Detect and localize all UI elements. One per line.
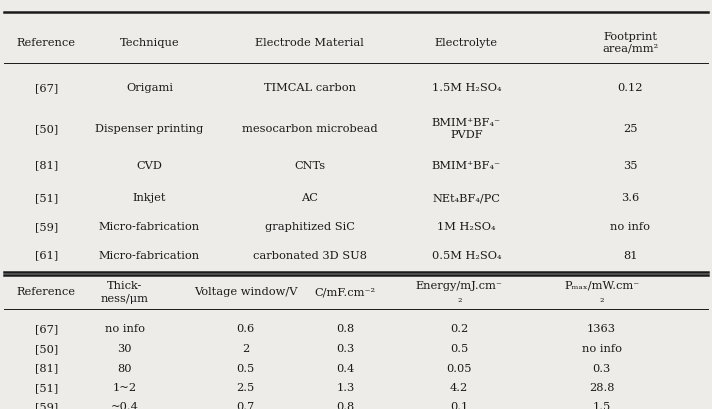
Text: 81: 81 bbox=[623, 251, 637, 261]
Text: AC: AC bbox=[301, 193, 318, 203]
Text: NEt₄BF₄/PC: NEt₄BF₄/PC bbox=[432, 193, 501, 203]
Text: 1M H₂SO₄: 1M H₂SO₄ bbox=[437, 222, 496, 232]
Text: [67]: [67] bbox=[35, 83, 58, 93]
Text: [59]: [59] bbox=[35, 222, 58, 232]
Text: 3.6: 3.6 bbox=[621, 193, 639, 203]
Text: carbonated 3D SU8: carbonated 3D SU8 bbox=[253, 251, 367, 261]
Text: 1.5: 1.5 bbox=[592, 402, 611, 409]
Text: 1.3: 1.3 bbox=[336, 383, 355, 393]
Text: BMIM⁺BF₄⁻: BMIM⁺BF₄⁻ bbox=[432, 161, 501, 171]
Text: 30: 30 bbox=[117, 344, 132, 354]
Text: 35: 35 bbox=[623, 161, 637, 171]
Text: Electrode Material: Electrode Material bbox=[256, 38, 364, 48]
Text: 2: 2 bbox=[242, 344, 249, 354]
Text: 0.4: 0.4 bbox=[336, 364, 355, 373]
Text: CNTs: CNTs bbox=[294, 161, 325, 171]
Text: [61]: [61] bbox=[35, 251, 58, 261]
Text: CVD: CVD bbox=[137, 161, 162, 171]
Text: Voltage window/V: Voltage window/V bbox=[194, 288, 298, 297]
Text: Dispenser printing: Dispenser printing bbox=[95, 124, 204, 134]
Text: 2.5: 2.5 bbox=[236, 383, 255, 393]
Text: Micro-fabrication: Micro-fabrication bbox=[99, 222, 200, 232]
Text: Technique: Technique bbox=[120, 38, 179, 48]
Text: 80: 80 bbox=[117, 364, 132, 373]
Text: 0.5: 0.5 bbox=[236, 364, 255, 373]
Text: 0.05: 0.05 bbox=[446, 364, 472, 373]
Text: no info: no info bbox=[105, 324, 145, 334]
Text: [59]: [59] bbox=[35, 402, 58, 409]
Text: Inkjet: Inkjet bbox=[132, 193, 167, 203]
Text: [81]: [81] bbox=[35, 364, 58, 373]
Text: ness/μm: ness/μm bbox=[100, 294, 149, 304]
Text: Energy/mJ.cm⁻: Energy/mJ.cm⁻ bbox=[416, 281, 503, 291]
Text: 1363: 1363 bbox=[587, 324, 616, 334]
Text: C/mF.cm⁻²: C/mF.cm⁻² bbox=[315, 288, 376, 297]
Text: no info: no info bbox=[610, 222, 650, 232]
Text: mesocarbon microbead: mesocarbon microbead bbox=[242, 124, 377, 134]
Text: 0.1: 0.1 bbox=[450, 402, 468, 409]
Text: 4.2: 4.2 bbox=[450, 383, 468, 393]
Text: 0.8: 0.8 bbox=[336, 402, 355, 409]
Text: 0.7: 0.7 bbox=[236, 402, 255, 409]
Text: TIMCAL carbon: TIMCAL carbon bbox=[263, 83, 356, 93]
Text: Footprint
area/mm²: Footprint area/mm² bbox=[602, 32, 659, 54]
Text: [67]: [67] bbox=[35, 324, 58, 334]
Text: [81]: [81] bbox=[35, 161, 58, 171]
Text: BMIM⁺BF₄⁻
PVDF: BMIM⁺BF₄⁻ PVDF bbox=[432, 118, 501, 139]
Text: 0.5: 0.5 bbox=[450, 344, 468, 354]
Text: [50]: [50] bbox=[35, 124, 58, 134]
Text: 0.6: 0.6 bbox=[236, 324, 255, 334]
Text: Electrolyte: Electrolyte bbox=[435, 38, 498, 48]
Text: ₂: ₂ bbox=[600, 294, 604, 304]
Text: 0.5M H₂SO₄: 0.5M H₂SO₄ bbox=[431, 251, 501, 261]
Text: 1~2: 1~2 bbox=[112, 383, 137, 393]
Text: 0.2: 0.2 bbox=[450, 324, 468, 334]
Text: Reference: Reference bbox=[17, 38, 75, 48]
Text: Micro-fabrication: Micro-fabrication bbox=[99, 251, 200, 261]
Text: ₂: ₂ bbox=[457, 294, 461, 304]
Text: Origami: Origami bbox=[126, 83, 173, 93]
Text: 0.8: 0.8 bbox=[336, 324, 355, 334]
Text: graphitized SiC: graphitized SiC bbox=[265, 222, 355, 232]
Text: ~0.4: ~0.4 bbox=[110, 402, 139, 409]
Text: Pₘₐₓ/mW.cm⁻: Pₘₐₓ/mW.cm⁻ bbox=[564, 281, 639, 291]
Text: 0.12: 0.12 bbox=[617, 83, 643, 93]
Text: Thick-: Thick- bbox=[107, 281, 142, 291]
Text: [51]: [51] bbox=[35, 383, 58, 393]
Text: no info: no info bbox=[582, 344, 622, 354]
Text: 25: 25 bbox=[623, 124, 637, 134]
Text: [51]: [51] bbox=[35, 193, 58, 203]
Text: 0.3: 0.3 bbox=[336, 344, 355, 354]
Text: 0.3: 0.3 bbox=[592, 364, 611, 373]
Text: 1.5M H₂SO₄: 1.5M H₂SO₄ bbox=[431, 83, 501, 93]
Text: 28.8: 28.8 bbox=[589, 383, 614, 393]
Text: Reference: Reference bbox=[17, 288, 75, 297]
Text: [50]: [50] bbox=[35, 344, 58, 354]
